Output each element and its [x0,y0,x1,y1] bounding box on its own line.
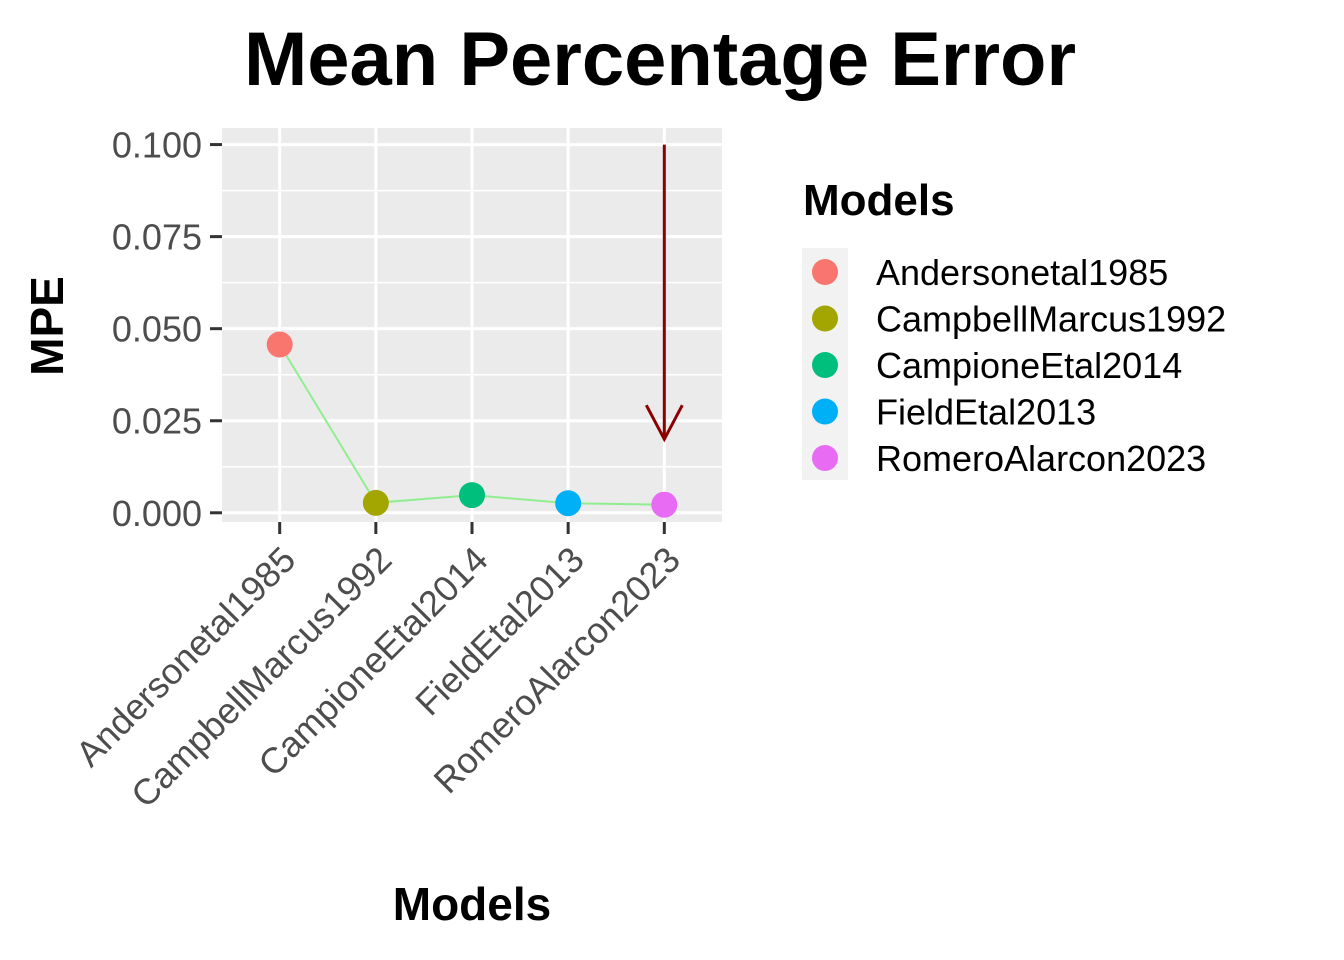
y-axis-title: MPE [21,276,73,376]
data-point-romeroalarcon2023 [651,491,678,518]
legend-key-andersonetal1985 [812,259,838,285]
y-tick-label: 0.000 [112,493,202,534]
legend-key-campbellmarcus1992 [812,305,838,332]
legend-label: RomeroAlarcon2023 [876,438,1206,479]
legend-key-romeroalarcon2023 [812,445,838,471]
legend-key-campioneetal2014 [812,352,838,378]
data-point-campioneetal2014 [459,482,485,509]
data-point-andersonetal1985 [266,331,293,358]
data-point-campbellmarcus1992 [362,489,389,516]
annotation-arrow-layer [644,144,684,443]
x-axis-title: Models [393,878,551,930]
y-tick-label: 0.050 [112,309,202,350]
y-tick-label: 0.075 [112,217,202,258]
data-points [266,331,678,518]
y-tick-label: 0.025 [112,401,202,442]
legend: Models Andersonetal1985 CampbellMarcus199… [802,176,1226,480]
y-axis: 0.000 0.025 0.050 0.075 0.100 [112,125,222,534]
y-tick-label: 0.100 [112,125,202,166]
legend-label: CampbellMarcus1992 [876,299,1226,340]
legend-label: FieldEtal2013 [876,392,1096,433]
x-axis: Andersonetal1985CampbellMarcus1992Campio… [68,522,688,815]
x-tick-label: FieldEtal2013 [407,539,592,724]
legend-title: Models [803,176,955,225]
chart-title: Mean Percentage Error [244,17,1076,102]
legend-key-fieldetal2013 [812,398,838,425]
legend-items: Andersonetal1985 CampbellMarcus1992 Campio… [812,252,1226,479]
arrow-head [644,404,684,443]
data-point-fieldetal2013 [555,490,582,517]
legend-label: Andersonetal1985 [876,252,1168,293]
legend-label: CampioneEtal2014 [876,345,1182,386]
